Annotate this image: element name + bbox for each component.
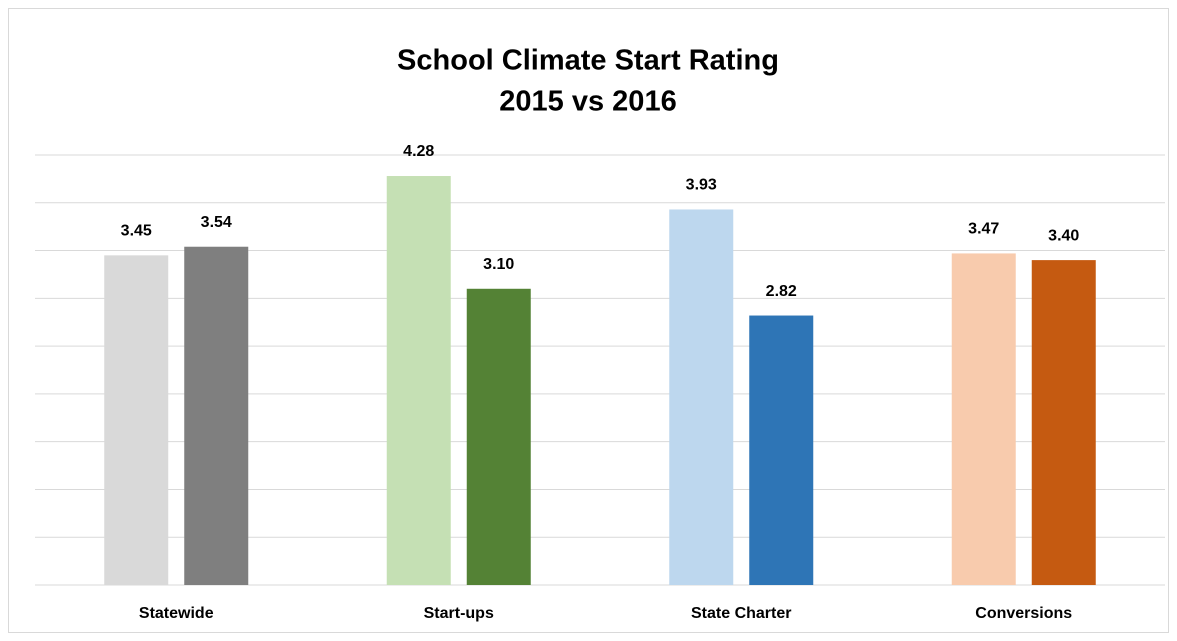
bar: [669, 209, 734, 585]
bar: [951, 253, 1016, 585]
value-label: 3.10: [483, 256, 514, 273]
chart-subtitle: 2015 vs 2016: [499, 86, 676, 118]
bar: [466, 288, 531, 585]
value-label: 3.54: [201, 214, 232, 231]
value-label: 3.93: [686, 177, 717, 194]
x-tick-label: Start-ups: [424, 605, 494, 622]
bar: [749, 315, 814, 585]
value-label: 3.40: [1048, 227, 1079, 244]
bar: [386, 176, 451, 585]
x-tick-label: State Charter: [691, 605, 791, 622]
value-label: 3.45: [121, 223, 152, 240]
x-tick-label: Statewide: [139, 605, 214, 622]
bar: [104, 255, 169, 586]
bar: [184, 246, 249, 585]
chart-title: School Climate Start Rating: [397, 45, 779, 77]
value-label: 3.47: [968, 221, 999, 238]
x-tick-label: Conversions: [975, 605, 1072, 622]
bar: [1031, 260, 1096, 585]
value-label: 4.28: [403, 143, 434, 160]
value-label: 2.82: [766, 283, 797, 300]
